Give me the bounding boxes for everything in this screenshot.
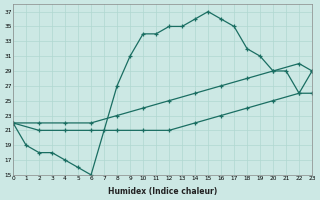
X-axis label: Humidex (Indice chaleur): Humidex (Indice chaleur) (108, 187, 217, 196)
